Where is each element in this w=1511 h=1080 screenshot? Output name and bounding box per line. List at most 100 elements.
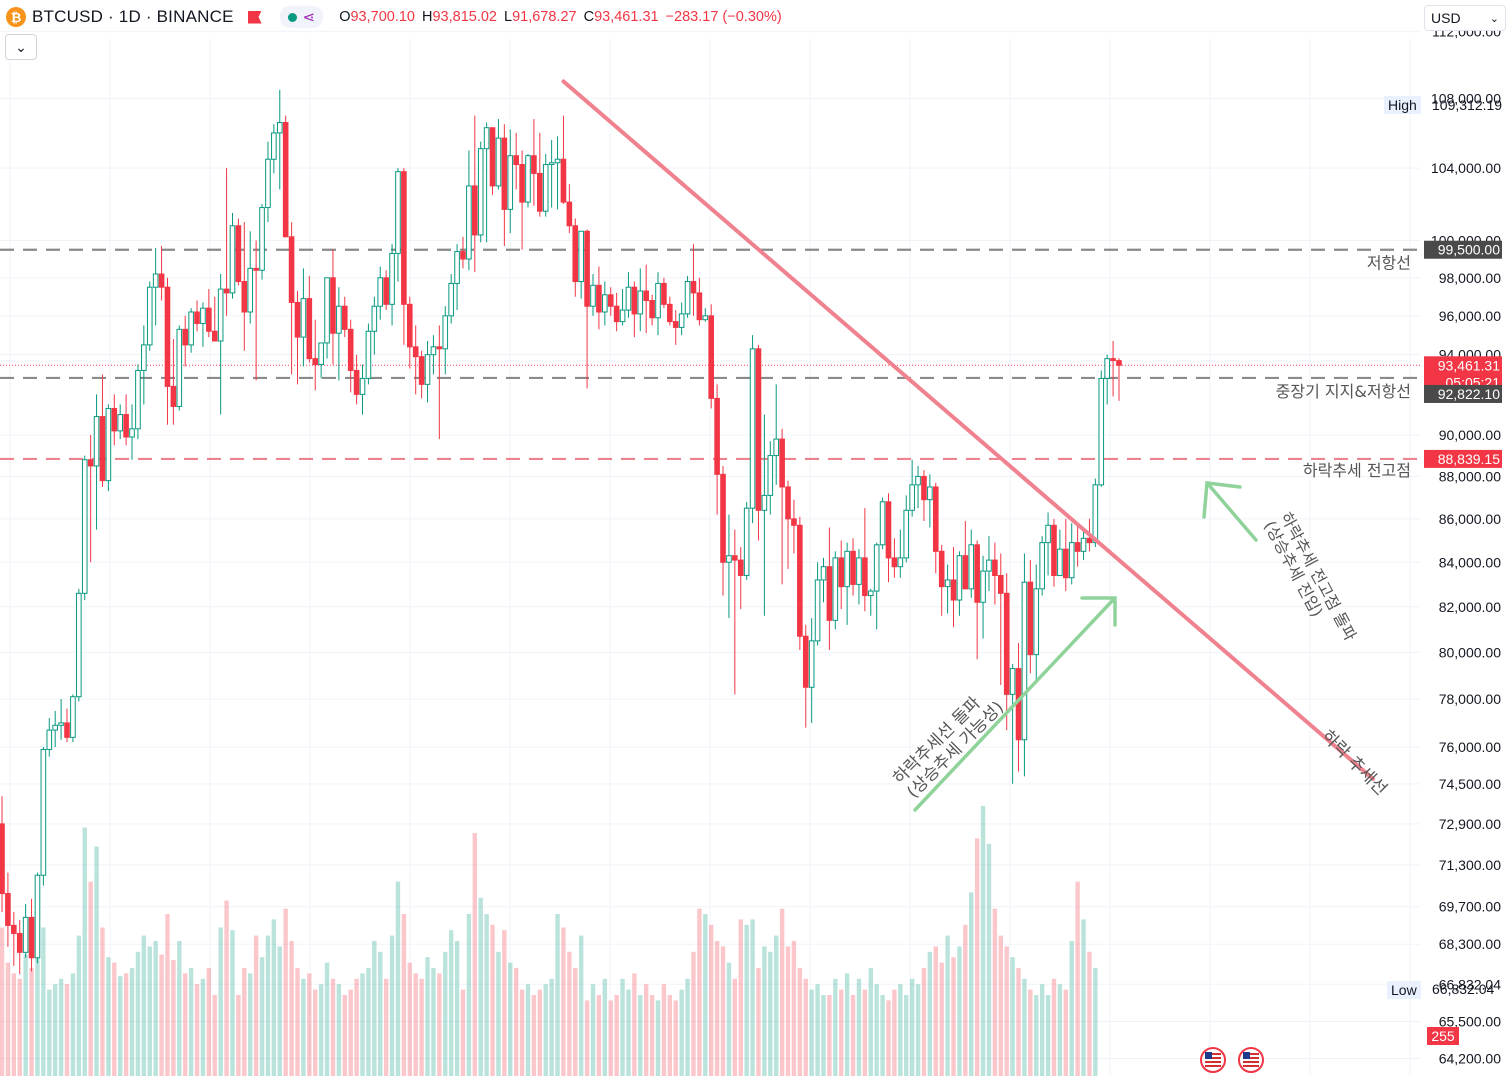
- y-tick-label-7: 90,000.00: [1439, 427, 1501, 443]
- candle-body-6: [34, 874, 41, 959]
- candle-body-186: [1098, 377, 1105, 486]
- volume-bar-103: [608, 1000, 613, 1076]
- volume-bar-112: [661, 984, 667, 1076]
- candle-body-15: [87, 459, 94, 467]
- flag-stripe: [1243, 1057, 1259, 1059]
- candle-body-113: [667, 303, 673, 323]
- volume-bar-36: [212, 995, 217, 1076]
- volume-bar-101: [596, 995, 602, 1076]
- symbol-title[interactable]: BTCUSD · 1D · BINANCE: [32, 7, 234, 26]
- volume-bar-50: [295, 968, 300, 1076]
- candle-body-180: [1063, 548, 1069, 579]
- high-value: 93,815.02: [432, 9, 497, 25]
- volume-bar-65: [383, 978, 389, 1076]
- volume-bar-166: [980, 806, 986, 1076]
- candle-body-90: [531, 155, 537, 174]
- candle-body-153: [903, 509, 910, 559]
- volume-bar-142: [839, 989, 844, 1076]
- volume-bar-89: [525, 984, 531, 1076]
- close-value: 93,461.31: [594, 9, 659, 25]
- grid-lines: [0, 30, 1420, 1075]
- candle-body-28: [164, 286, 171, 387]
- volume-bar-38: [224, 900, 229, 1076]
- volume-bar-74: [437, 973, 442, 1076]
- volume-bar-16: [94, 846, 99, 1076]
- candle-body-111: [655, 282, 661, 319]
- collapse-button[interactable]: ⌄: [5, 34, 37, 60]
- volume-bar-66: [389, 935, 395, 1076]
- volume-bar-37: [218, 927, 223, 1076]
- candle-body-170: [1003, 592, 1010, 695]
- candle-body-11: [64, 722, 70, 738]
- flag-icon[interactable]: [247, 10, 262, 24]
- volume-bar-185: [1093, 968, 1098, 1076]
- volume-bar-58: [342, 995, 347, 1076]
- volume-bar-45: [265, 935, 271, 1076]
- candle-body-8: [46, 729, 53, 750]
- candle-body-13: [76, 592, 82, 698]
- candle-body-106: [625, 286, 632, 311]
- volume-bar-57: [336, 984, 342, 1076]
- y-tick-label-1: 108,000.00: [1431, 90, 1501, 106]
- candle-body-185: [1092, 484, 1099, 544]
- candle-body-9: [52, 724, 58, 731]
- volume-bar-154: [909, 978, 915, 1076]
- volume-bar-35: [206, 968, 212, 1076]
- candle-body-1: [5, 893, 11, 926]
- event-markers[interactable]: [1200, 1047, 1264, 1073]
- candle-body-38: [223, 288, 230, 294]
- price-axis[interactable]: 112,000.00108,000.00104,000.00100,000.00…: [1431, 23, 1501, 1066]
- candle-body-70: [412, 346, 419, 358]
- y-tick-label-21: 65,500.00: [1439, 1013, 1501, 1029]
- downtrend-line-label: 하락 추세선: [1317, 726, 1390, 799]
- us-flag-icon[interactable]: [1238, 1047, 1264, 1073]
- y-tick-label-16: 72,900.00: [1439, 816, 1501, 832]
- event-ring: [1200, 1047, 1226, 1073]
- candle-body-103: [607, 294, 614, 307]
- volume-bar-179: [1057, 984, 1063, 1076]
- candle-body-126: [743, 507, 750, 577]
- candle-body-40: [235, 225, 242, 283]
- volume-bar-52: [307, 973, 312, 1076]
- volume-bar-17: [100, 927, 105, 1076]
- candle-body-42: [247, 267, 254, 313]
- volume-bar-41: [242, 968, 247, 1076]
- market-status[interactable]: ⋖: [279, 6, 324, 28]
- candle-body-168: [992, 559, 998, 577]
- candle-body-62: [365, 330, 372, 379]
- high-break-arrow-line: [1206, 482, 1258, 542]
- volume-bar-119: [703, 914, 708, 1076]
- candle-body-147: [867, 590, 874, 597]
- candle-body-26: [152, 273, 159, 288]
- volume-bar-163: [963, 924, 968, 1076]
- candle-body-84: [495, 137, 502, 187]
- share-icon: ⋖: [302, 9, 316, 26]
- candle-body-140: [826, 566, 833, 621]
- volume-bar-141: [833, 978, 838, 1076]
- candle-body-149: [879, 501, 886, 546]
- currency-select[interactable]: USD ⌄: [1424, 5, 1506, 31]
- volume-bar-116: [685, 978, 690, 1076]
- volume-bar-110: [649, 995, 655, 1076]
- volume-bar-25: [147, 946, 152, 1076]
- volume-bar-54: [318, 984, 324, 1076]
- level-label-0: 저항선: [1367, 254, 1411, 273]
- volume-bar-79: [466, 914, 472, 1076]
- candle-body-34: [200, 307, 206, 325]
- volume-bar-115: [679, 989, 684, 1076]
- volume-bar-161: [951, 957, 956, 1076]
- volume-bar-49: [289, 941, 294, 1076]
- candle-body-78: [460, 251, 466, 260]
- candle-body-3: [16, 932, 23, 953]
- candle-body-184: [1086, 537, 1093, 544]
- candle-body-7: [40, 748, 47, 876]
- y-tick-label-2: 104,000.00: [1431, 160, 1501, 176]
- symbol-header[interactable]: ₿ BTCUSD · 1D · BINANCE ⋖ O93,700.10 H93…: [6, 5, 782, 29]
- candle-body-183: [1080, 537, 1087, 552]
- us-flag-icon[interactable]: [1200, 1047, 1226, 1073]
- volume-bar-61: [360, 973, 365, 1076]
- flag-stripe: [1243, 1065, 1259, 1067]
- candle-body-58: [341, 305, 348, 330]
